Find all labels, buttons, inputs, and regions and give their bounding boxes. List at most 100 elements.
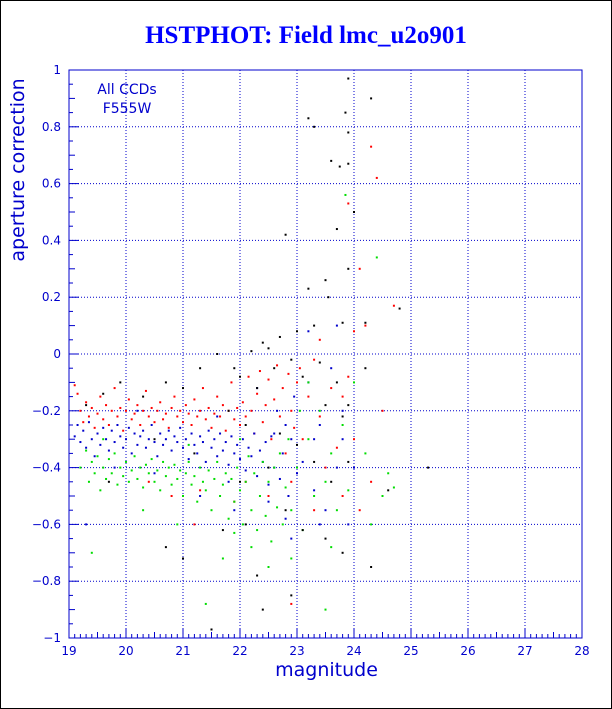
data-point [341,551,344,554]
data-point [330,367,333,370]
data-point [318,424,321,426]
data-point [119,406,122,409]
data-point [290,509,293,512]
data-point [182,557,184,560]
grid-lines [69,70,582,638]
data-point [287,495,290,497]
data-point [330,452,333,455]
data-point [204,418,207,421]
data-point [233,452,236,455]
data-point [196,500,199,503]
data-point [347,267,350,270]
data-point [370,566,373,568]
data-point [284,509,287,512]
data-point [182,446,184,449]
data-point [107,458,110,461]
data-point [230,381,233,384]
data-point [162,460,165,463]
data-point [139,424,142,426]
data-point [324,466,327,469]
data-point [256,529,259,532]
data-point [287,372,290,375]
data-point [347,162,350,165]
data-point [162,443,165,446]
data-point [159,432,162,435]
data-point [284,424,287,426]
data-point [324,480,327,483]
data-point [119,466,122,469]
data-point [261,460,264,463]
x-tick-label: 24 [346,644,361,658]
data-point [190,432,193,435]
data-point [110,409,113,412]
data-point [281,452,284,455]
data-point [207,469,210,472]
data-point [164,412,167,415]
data-point [76,392,79,395]
data-point [239,438,241,441]
y-tick-label: 0.8 [42,120,61,134]
data-point [353,211,355,213]
data-point [93,472,96,475]
data-point [173,463,176,466]
data-point [276,364,279,367]
data-point [273,367,276,370]
data-point [261,421,264,424]
y-tick-label: −0.2 [32,404,61,418]
data-point [239,480,241,483]
data-point [153,472,156,475]
data-point [156,469,159,472]
data-point [159,489,162,492]
data-point [347,375,350,378]
data-point [250,546,253,549]
x-tick-label: 20 [118,644,133,658]
data-point [164,475,167,478]
data-point [110,472,113,475]
data-point [116,483,119,486]
data-point [347,460,350,463]
data-point [341,424,344,426]
data-point [122,446,125,449]
data-point [370,523,373,526]
data-point [199,409,202,412]
data-point [318,415,321,418]
data-point [164,438,167,441]
data-point [182,495,184,497]
data-point [193,398,196,401]
data-point [130,452,133,455]
data-point [199,367,202,370]
data-point [347,131,350,134]
data-point [187,458,190,461]
data-point [113,452,116,455]
x-tick-label: 19 [61,644,76,658]
data-point [147,472,150,475]
data-point [253,432,256,435]
data-point [87,480,90,483]
data-point [179,469,182,472]
data-point [330,480,333,483]
chart-title: HSTPHOT: Field lmc_u2o901 [145,22,467,49]
data-point [347,523,350,526]
data-point [133,455,136,458]
data-point [176,441,179,444]
data-point [273,432,276,435]
data-point [398,307,401,310]
data-point [142,409,145,412]
data-point [324,608,327,611]
data-point [313,125,316,128]
data-point [230,477,233,480]
data-point [156,409,159,412]
data-point [264,404,267,407]
data-point [375,176,378,179]
data-point [313,324,316,327]
data-point [90,460,93,463]
data-point [307,287,310,290]
data-point [116,424,119,426]
data-point [301,529,304,532]
data-point [102,392,105,395]
data-point [216,395,219,398]
data-point [116,415,119,418]
data-point [256,574,259,577]
data-point [258,449,261,452]
y-tick-label: 0.4 [42,233,61,247]
